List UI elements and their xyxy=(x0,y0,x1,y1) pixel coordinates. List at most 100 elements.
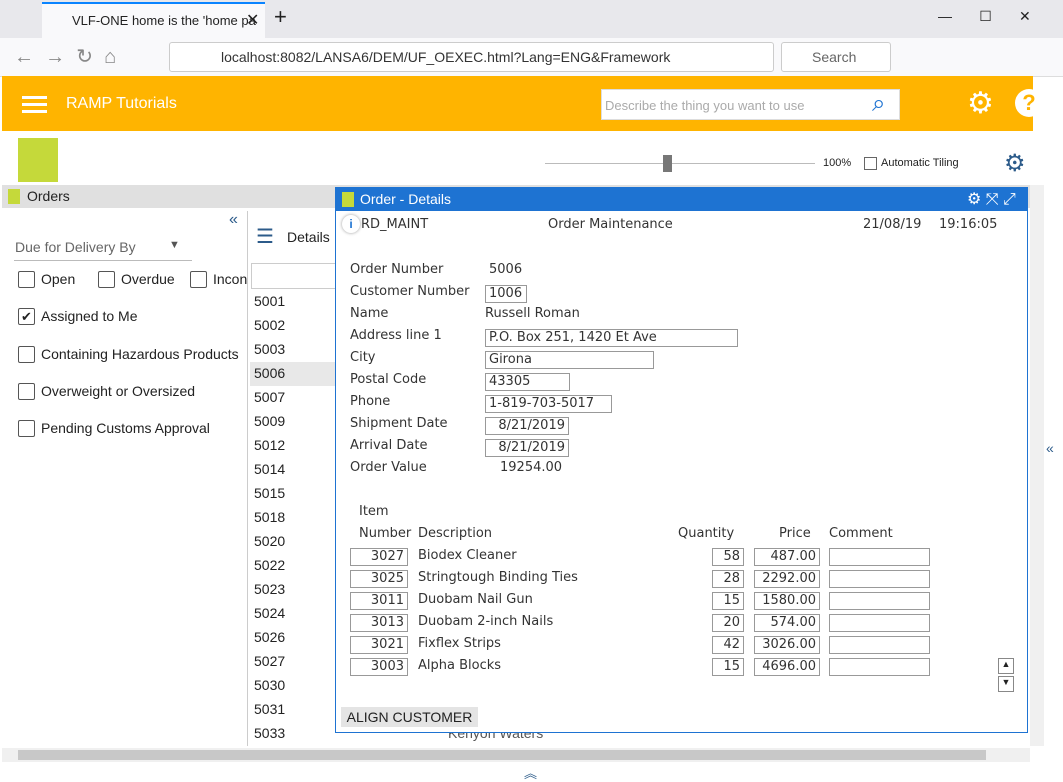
item-number: 3021 xyxy=(350,636,408,654)
item-comment[interactable] xyxy=(829,592,930,610)
tab-close[interactable]: ✕ xyxy=(246,12,260,29)
order-row[interactable] xyxy=(250,362,335,386)
info-icon[interactable]: i xyxy=(342,215,360,233)
item-number: 3025 xyxy=(350,570,408,588)
item-number: 3013 xyxy=(350,614,408,632)
filter-label: Containing Hazardous Products xyxy=(41,346,239,362)
filter-checkbox[interactable] xyxy=(18,271,35,288)
field-input: 8/21/2019 xyxy=(485,439,569,457)
order-id: 5006 xyxy=(254,365,286,381)
item-description: Alpha Blocks xyxy=(418,658,502,673)
slider-track xyxy=(545,163,815,164)
order-id: 5018 xyxy=(254,509,286,525)
filter-checkbox[interactable]: ✔ xyxy=(18,308,35,325)
dropdown[interactable]: Due for Delivery By ▼ xyxy=(14,238,192,261)
field-value: Russell Roman xyxy=(485,306,580,321)
field-input: 43305 xyxy=(485,373,570,391)
item-price: 1580.00 xyxy=(754,592,820,610)
item-price: 4696.00 xyxy=(754,658,820,676)
order-id: 5020 xyxy=(254,533,286,549)
item-comment[interactable] xyxy=(829,658,930,676)
list-filter[interactable] xyxy=(251,263,336,289)
window-controls[interactable]: — ☐ ✕ xyxy=(938,8,1031,24)
tab-title: VLF-ONE home is the 'home pa xyxy=(72,13,256,28)
window-buttons[interactable]: ⚙ ⤧ ⤢ xyxy=(967,191,1016,208)
search-placeholder: Describe the thing you want to use xyxy=(605,98,805,113)
search-icon[interactable]: ⌕ xyxy=(872,90,886,117)
orders-app-icon[interactable] xyxy=(18,138,58,182)
filter-checkbox[interactable] xyxy=(190,271,207,288)
toolbar-gear[interactable]: ⚙ xyxy=(1004,150,1026,177)
list-header: Details xyxy=(287,229,330,245)
filter-checkbox[interactable] xyxy=(18,420,35,437)
app-search[interactable]: Describe the thing you want to use ⌕ xyxy=(601,89,900,120)
zoom-label: 100% xyxy=(823,157,852,169)
item-price: 2292.00 xyxy=(754,570,820,588)
dropdown-arrow: ▼ xyxy=(169,239,180,251)
col-number: Number xyxy=(359,526,412,541)
help-icon[interactable]: ? xyxy=(1015,89,1043,117)
order-id: 5003 xyxy=(254,341,286,357)
settings-icon[interactable]: ⚙ xyxy=(967,87,994,120)
h-scroll-thumb[interactable] xyxy=(18,750,986,760)
item-comment[interactable] xyxy=(829,636,930,654)
item-comment[interactable] xyxy=(829,570,930,588)
item-quantity: 58 xyxy=(712,548,744,566)
item-comment[interactable] xyxy=(829,614,930,632)
item-quantity: 28 xyxy=(712,570,744,588)
field-value: 5006 xyxy=(489,262,523,277)
col-item: Item xyxy=(359,504,389,519)
filter-label: Incon xyxy=(213,271,248,287)
align-button[interactable]: ALIGN CUSTOMER xyxy=(341,707,478,727)
field-input: Girona xyxy=(485,351,654,369)
details-icon: ☰ xyxy=(256,226,274,248)
bottom-expand[interactable]: ︽ xyxy=(524,766,538,781)
field-label: Postal Code xyxy=(350,372,427,387)
details-title: Order - Details xyxy=(360,191,452,207)
filter-label: Overweight or Oversized xyxy=(41,383,196,399)
field-input: 8/21/2019 xyxy=(485,417,569,435)
tiling-checkbox[interactable] xyxy=(864,157,877,170)
filter-checkbox[interactable] xyxy=(98,271,115,288)
col-description: Description xyxy=(418,526,493,541)
item-comment[interactable] xyxy=(829,548,930,566)
field-label: Order Value xyxy=(350,460,427,475)
browser-search[interactable]: Search xyxy=(781,42,891,72)
item-description: Fixflex Strips xyxy=(418,636,501,651)
order-id: 5022 xyxy=(254,557,286,573)
col-quantity: Quantity xyxy=(678,526,735,541)
details-titlebar: Order - Details ⚙ ⤧ ⤢ xyxy=(335,187,1028,211)
menu-icon[interactable] xyxy=(22,96,47,99)
item-quantity: 42 xyxy=(712,636,744,654)
item-number: 3027 xyxy=(350,548,408,566)
filter-checkbox[interactable] xyxy=(18,346,35,363)
field-label: Address line 1 xyxy=(350,328,442,343)
field-label: Arrival Date xyxy=(350,438,428,453)
slider-thumb[interactable] xyxy=(663,155,672,172)
field-label: Shipment Date xyxy=(350,416,448,431)
field-input: 1006 xyxy=(485,285,527,303)
item-description: Biodex Cleaner xyxy=(418,548,517,563)
collapse-icon[interactable]: « xyxy=(229,211,238,228)
divider xyxy=(247,211,248,746)
order-id: 5001 xyxy=(254,293,286,309)
filter-label: Open xyxy=(41,271,76,287)
tab[interactable]: VLF-ONE home is the 'home pa ✕ xyxy=(42,2,265,38)
page-up[interactable]: ▲ xyxy=(998,658,1014,674)
v-scrollbar[interactable] xyxy=(1030,185,1044,746)
order-id: 5002 xyxy=(254,317,286,333)
page-down[interactable]: ▼ xyxy=(998,676,1014,692)
expand-icon[interactable]: « xyxy=(1046,440,1054,456)
app-header: RAMP Tutorials Describe the thing you wa… xyxy=(2,76,1043,131)
orders-icon xyxy=(8,189,20,204)
item-description: Stringtough Binding Ties xyxy=(418,570,578,585)
filter-checkbox[interactable] xyxy=(18,383,35,400)
order-id: 5012 xyxy=(254,437,286,453)
screen-heading: Order Maintenance xyxy=(548,217,673,232)
url-bar[interactable]: localhost:8082/LANSA6/DEM/UF_OEXEC.html?… xyxy=(169,42,774,72)
nav-buttons[interactable]: ← → ↻ ⌂ xyxy=(14,46,117,68)
time: 19:16:05 xyxy=(939,217,998,232)
search-label: Search xyxy=(812,49,857,65)
new-tab[interactable]: + xyxy=(274,4,287,29)
field-label: City xyxy=(350,350,376,365)
